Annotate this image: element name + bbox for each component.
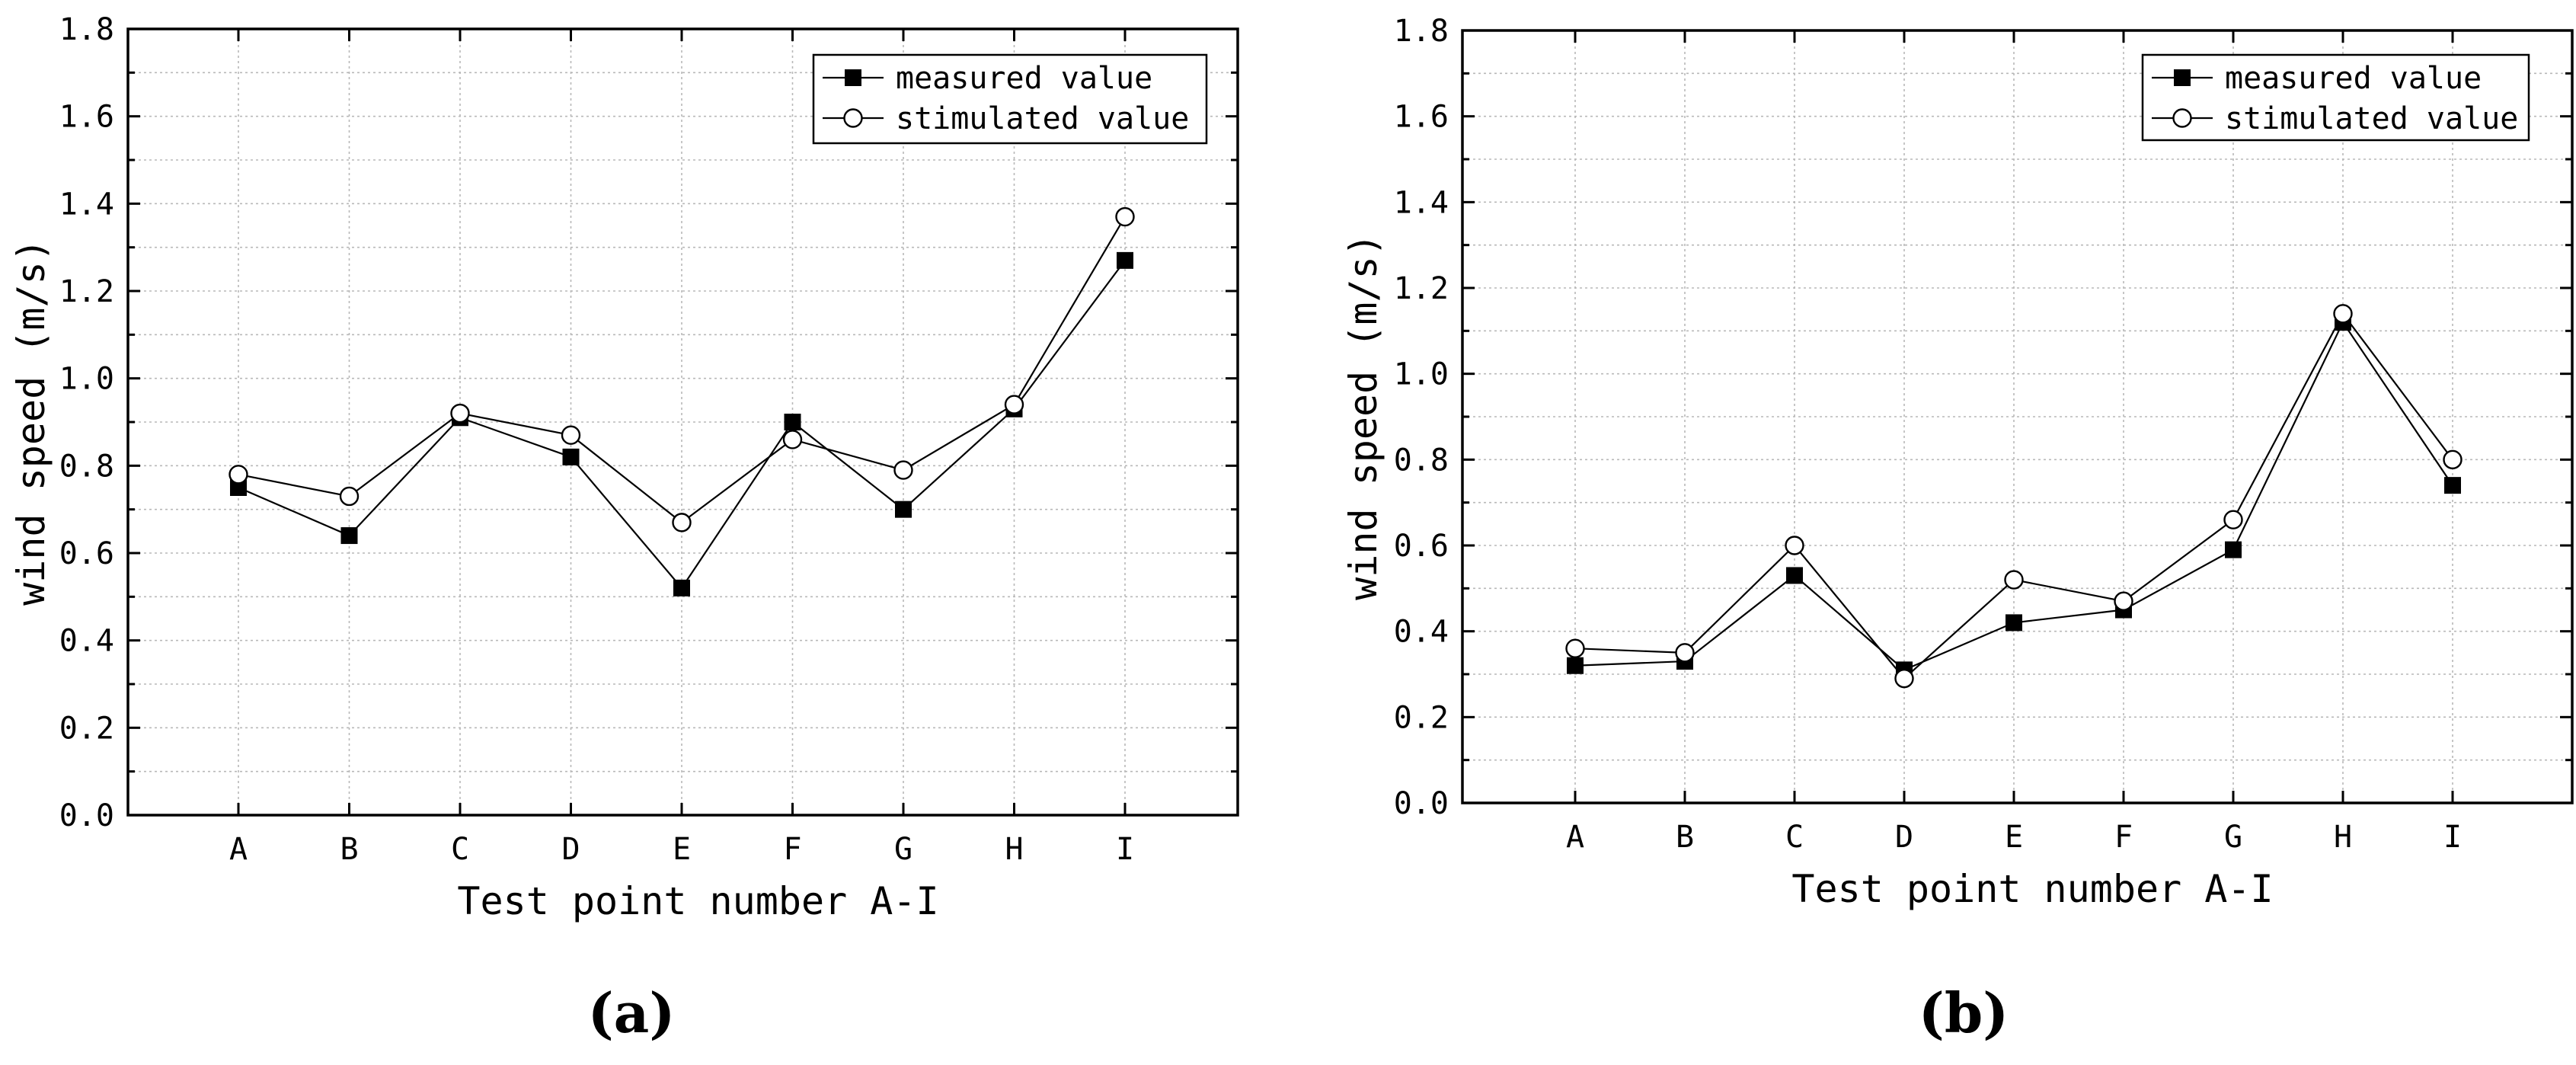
legend-label: measured value (2225, 61, 2482, 96)
data-point-stimulated (2333, 304, 2353, 324)
x-tick-label: C (451, 832, 469, 867)
y-tick-label: 0.8 (59, 449, 114, 484)
data-point-stimulated (2004, 570, 2024, 590)
chart-panel-b: 0.0 0.2 0.4 0.6 0.8 1.0 1.2 1.4 1.6 1.8 A B C D E F G H I T… (1341, 14, 2574, 1045)
y-tick-label: 0.2 (59, 711, 114, 746)
data-point-stimulated (672, 513, 692, 532)
x-tick-label: A (1566, 820, 1584, 855)
x-tick-label: E (2005, 820, 2023, 855)
y-tick-label: 1.6 (1394, 100, 1449, 135)
data-point-stimulated (561, 425, 581, 445)
y-tick-label: 0.2 (1394, 700, 1449, 735)
data-point-stimulated (2114, 591, 2133, 611)
x-tick-label: H (2334, 820, 2352, 855)
data-point-measured (340, 527, 358, 545)
y-axis-label: wind speed (m/s) (9, 238, 53, 606)
x-tick-label: A (229, 832, 248, 867)
legend-label: stimulated value (896, 101, 1189, 136)
legend-box (2141, 53, 2530, 142)
series-line-stimulated (238, 216, 1126, 524)
y-tick-label: 1.8 (59, 12, 114, 47)
legend-marker-measured (845, 69, 861, 86)
y-tick-label: 1.2 (1394, 271, 1449, 306)
y-tick-label: 0.0 (1394, 786, 1449, 821)
data-point-stimulated (339, 486, 360, 507)
panel-label: (a) (588, 980, 676, 1045)
y-tick-label: 1.8 (1394, 14, 1449, 49)
y-tick-label: 0.0 (59, 798, 114, 833)
data-point-measured (230, 479, 247, 496)
data-point-measured (673, 579, 690, 596)
y-tick-label: 0.8 (1394, 443, 1449, 478)
panel-label: (b) (1919, 980, 2009, 1045)
y-tick-label: 1.0 (59, 362, 114, 397)
data-point-measured (1786, 567, 1803, 584)
x-tick-label: B (1676, 820, 1694, 855)
x-axis-label: Test point number A-I (457, 879, 938, 923)
x-tick-label: I (1116, 832, 1134, 867)
data-point-measured (2006, 614, 2022, 632)
data-point-measured (2444, 477, 2461, 494)
data-point-stimulated (2223, 510, 2243, 529)
y-tick-label: 0.4 (1394, 615, 1449, 650)
data-point-stimulated (1894, 668, 1914, 689)
x-tick-label: I (2443, 820, 2462, 855)
x-tick-label: H (1005, 832, 1023, 867)
data-point-stimulated (893, 460, 913, 480)
data-point-measured (895, 501, 912, 518)
data-point-measured (1567, 657, 1584, 674)
legend-marker-stimulated (2172, 108, 2192, 128)
x-tick-label: D (1895, 820, 1913, 855)
x-tick-label: F (2114, 820, 2133, 855)
data-point-stimulated (1785, 536, 1804, 555)
chart-panel-a: 0.0 0.2 0.4 0.6 0.8 1.0 1.2 1.4 1.6 1.8 A B C D E F G H I T… (9, 12, 1239, 1045)
data-point-stimulated (1565, 638, 1585, 658)
data-point-measured (1117, 251, 1133, 269)
data-point-stimulated (450, 403, 470, 424)
legend-label: stimulated value (2225, 101, 2518, 136)
data-point-stimulated (2443, 449, 2463, 470)
legend-label: measured value (896, 61, 1152, 96)
x-tick-label: G (2224, 820, 2242, 855)
x-tick-label: G (894, 832, 912, 867)
y-tick-label: 1.2 (59, 274, 114, 309)
data-point-measured (2225, 541, 2242, 558)
data-point-measured (562, 448, 580, 465)
x-tick-label: F (783, 832, 801, 867)
data-point-stimulated (782, 430, 803, 449)
data-point-stimulated (229, 465, 248, 485)
y-axis-label: wind speed (m/s) (1341, 233, 1385, 600)
y-tick-label: 1.0 (1394, 357, 1449, 392)
y-tick-label: 0.6 (1394, 529, 1449, 564)
y-tick-label: 1.4 (59, 187, 114, 222)
legend-marker-measured (2174, 69, 2191, 86)
y-tick-label: 0.6 (59, 536, 114, 571)
y-tick-label: 1.4 (1394, 185, 1449, 220)
legend-box (812, 53, 1208, 145)
x-axis-label: Test point number A-I (1791, 867, 2273, 911)
x-tick-label: B (340, 832, 358, 867)
x-tick-label: D (561, 832, 580, 867)
data-point-stimulated (1675, 643, 1695, 663)
y-tick-label: 0.4 (59, 624, 114, 659)
data-point-stimulated (1004, 395, 1024, 414)
data-point-measured (784, 414, 801, 430)
y-tick-label: 1.6 (59, 100, 114, 135)
x-tick-label: E (673, 832, 691, 867)
legend-marker-stimulated (843, 108, 863, 128)
data-point-stimulated (1115, 206, 1135, 227)
x-tick-label: C (1785, 820, 1804, 855)
